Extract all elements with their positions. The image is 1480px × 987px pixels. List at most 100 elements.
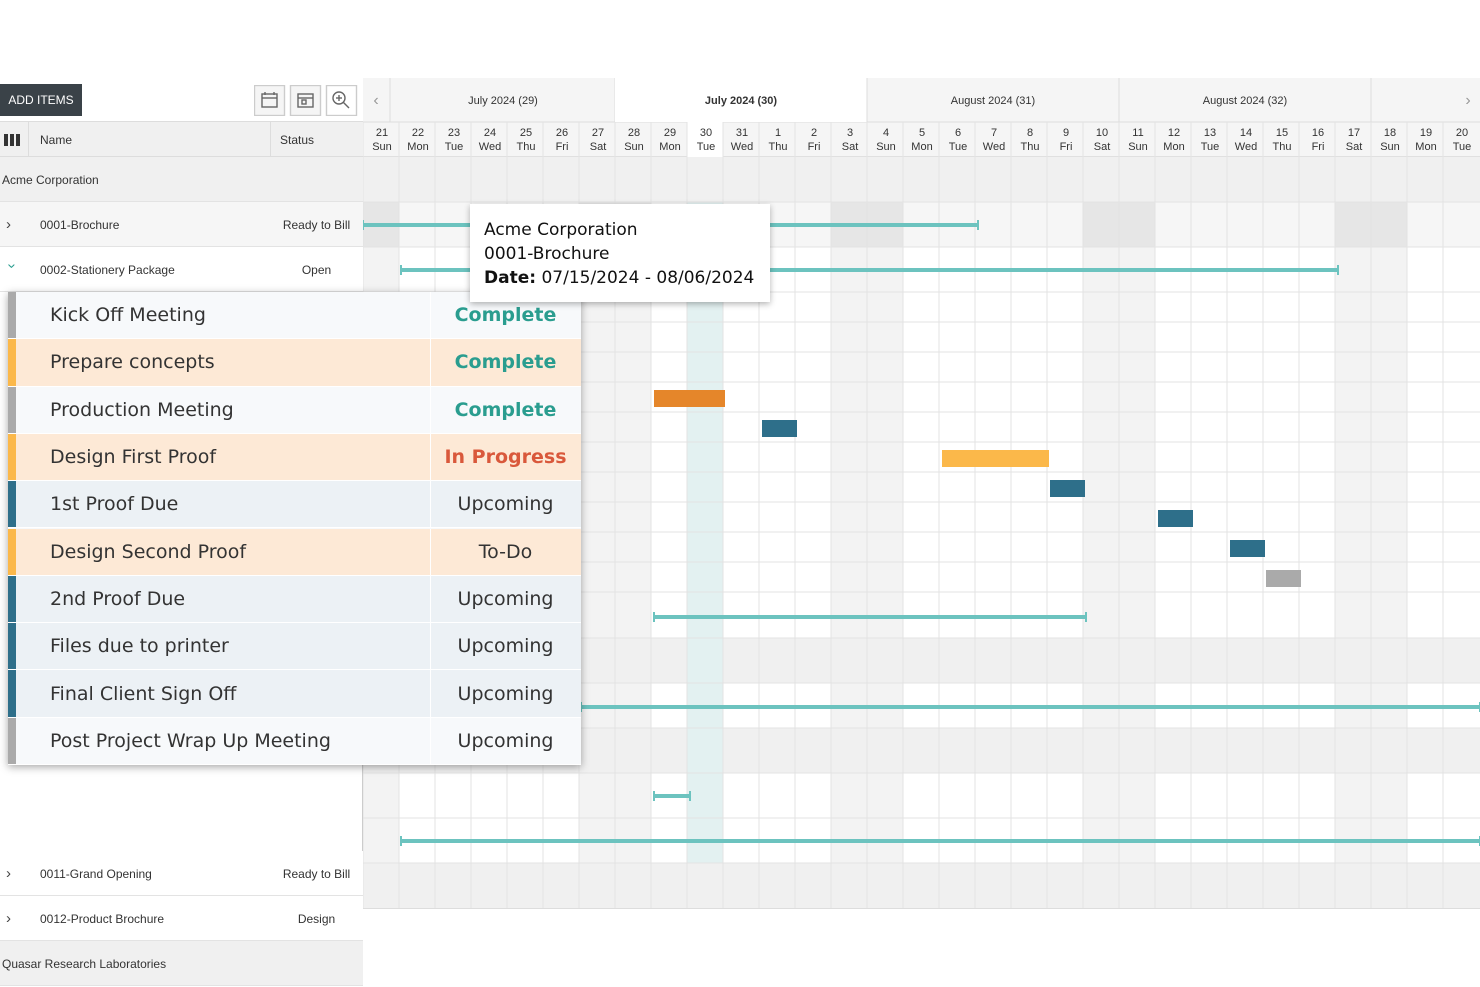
day-number: 16 <box>1312 127 1324 139</box>
task-row: Prepare concepts Complete <box>8 339 581 387</box>
calendar-button[interactable] <box>254 85 286 116</box>
day-number: 29 <box>664 127 676 139</box>
column-header: Name Status <box>0 122 363 157</box>
task-bar <box>1158 510 1193 527</box>
divider <box>430 717 431 764</box>
day-number: 23 <box>448 127 460 139</box>
row-name: 0002-Stationery Package <box>40 262 175 277</box>
tooltip-project: 0001-Brochure <box>484 244 610 264</box>
day-number: 2 <box>811 127 817 139</box>
day-number: 9 <box>1063 127 1069 139</box>
day-number: 5 <box>919 127 925 139</box>
weekday: Sun <box>1380 141 1400 153</box>
weekday: Fri <box>1060 141 1073 153</box>
task-bar <box>1050 480 1085 497</box>
day-number: 30 <box>700 127 712 139</box>
task-bar <box>1266 570 1301 587</box>
weekday: Sun <box>876 141 896 153</box>
task-accent <box>8 386 16 433</box>
day-number: 19 <box>1420 127 1432 139</box>
task-accent <box>8 670 16 717</box>
tooltip: Acme Corporation 0001-Brochure Date: 07/… <box>470 204 770 302</box>
row-status: Ready to Bill <box>282 866 351 881</box>
weekday: Thu <box>769 141 788 153</box>
tooltip-client: Acme Corporation <box>484 220 638 240</box>
task-accent <box>8 623 16 670</box>
day-number: 8 <box>1027 127 1033 139</box>
weekend-bg <box>1119 202 1155 247</box>
task-name pop: 2nd Proof Due <box>50 587 186 610</box>
weekend-bg <box>1083 202 1119 247</box>
task-name pop: Production Meeting <box>50 398 234 421</box>
week-label: July 2024 (29) <box>468 95 538 107</box>
grid-row: 0011-Grand Opening › Ready to Bill <box>0 851 363 896</box>
weekday: Mon <box>659 141 680 153</box>
weekday: Fri <box>556 141 569 153</box>
day-number: 10 <box>1096 127 1108 139</box>
expand-chevron[interactable]: › <box>6 865 11 882</box>
weekday: Sat <box>1346 141 1363 153</box>
row-bg <box>363 157 1480 202</box>
weekday: Thu <box>1273 141 1292 153</box>
row-status: Design <box>297 911 336 926</box>
task-status: Complete <box>454 351 557 374</box>
day-number: 28 <box>628 127 640 139</box>
task-bar <box>654 390 725 407</box>
divider <box>430 528 431 575</box>
task-status: Complete <box>454 304 557 327</box>
task-accent <box>8 717 16 764</box>
weekday: Mon <box>407 141 428 153</box>
grid-row: Acme Corporation <box>0 157 363 202</box>
day-number: 31 <box>736 127 748 139</box>
task-name pop: Post Project Wrap Up Meeting <box>50 729 331 752</box>
weekday: Tue <box>1453 141 1472 153</box>
divider <box>430 292 431 339</box>
task-bar <box>942 450 1049 467</box>
day-number: 17 <box>1348 127 1360 139</box>
task-status: Upcoming <box>457 493 554 516</box>
expand-chevron[interactable]: › <box>6 910 11 927</box>
day-number: 4 <box>883 127 889 139</box>
weekday: Sun <box>624 141 644 153</box>
next-arrow: › <box>1465 92 1470 109</box>
day-number: 6 <box>955 127 961 139</box>
day-number: 13 <box>1204 127 1216 139</box>
task-row: Design Second Proof To-Do <box>8 528 581 576</box>
tooltip-date-label: Date: <box>484 268 537 288</box>
task-accent <box>8 481 16 528</box>
task-row: Final Client Sign Off Upcoming <box>8 670 581 718</box>
weekday: Mon <box>1163 141 1184 153</box>
row-status: Open <box>301 262 332 277</box>
divider <box>430 623 431 670</box>
weekday: Tue <box>949 141 968 153</box>
grid-row: Quasar Research Laboratories <box>0 941 363 986</box>
columns-icon[interactable] <box>4 134 20 146</box>
weekday: Fri <box>808 141 821 153</box>
add-items-button[interactable]: ADD ITEMS <box>0 84 82 116</box>
day-number: 20 <box>1456 127 1468 139</box>
day-number: 12 <box>1168 127 1180 139</box>
divider <box>430 575 431 623</box>
divider <box>28 122 29 157</box>
row-bg <box>363 773 1480 818</box>
task-row: 2nd Proof Due Upcoming <box>8 575 581 624</box>
task-status: Upcoming <box>457 635 554 658</box>
toolbar-icons <box>254 85 358 116</box>
gantt-app: ‹ › July 2024 (29) July 2024 (30) August 202… <box>0 78 1480 986</box>
row-name: Quasar Research Laboratories <box>2 956 167 971</box>
task-row: Files due to printer Upcoming <box>8 623 581 671</box>
week-label: August 2024 (32) <box>1203 95 1287 107</box>
day-number: 15 <box>1276 127 1288 139</box>
weekday: Sun <box>372 141 392 153</box>
weekday: Wed <box>479 141 501 153</box>
grid-rows: Acme Corporation 0001-Brochure › Ready to B… <box>0 157 363 986</box>
grid-row: 0002-Stationery Package › Open <box>0 247 363 292</box>
zoom-button[interactable] <box>325 85 358 116</box>
expand-chevron[interactable]: › <box>6 216 11 233</box>
tooltip-date-value: 07/15/2024 - 08/06/2024 <box>541 268 755 288</box>
day-number: 11 <box>1132 127 1143 139</box>
expand-chevron[interactable]: › <box>3 263 21 269</box>
row-status: Ready to Bill <box>282 217 351 232</box>
task-name pop: Files due to printer <box>50 635 229 658</box>
